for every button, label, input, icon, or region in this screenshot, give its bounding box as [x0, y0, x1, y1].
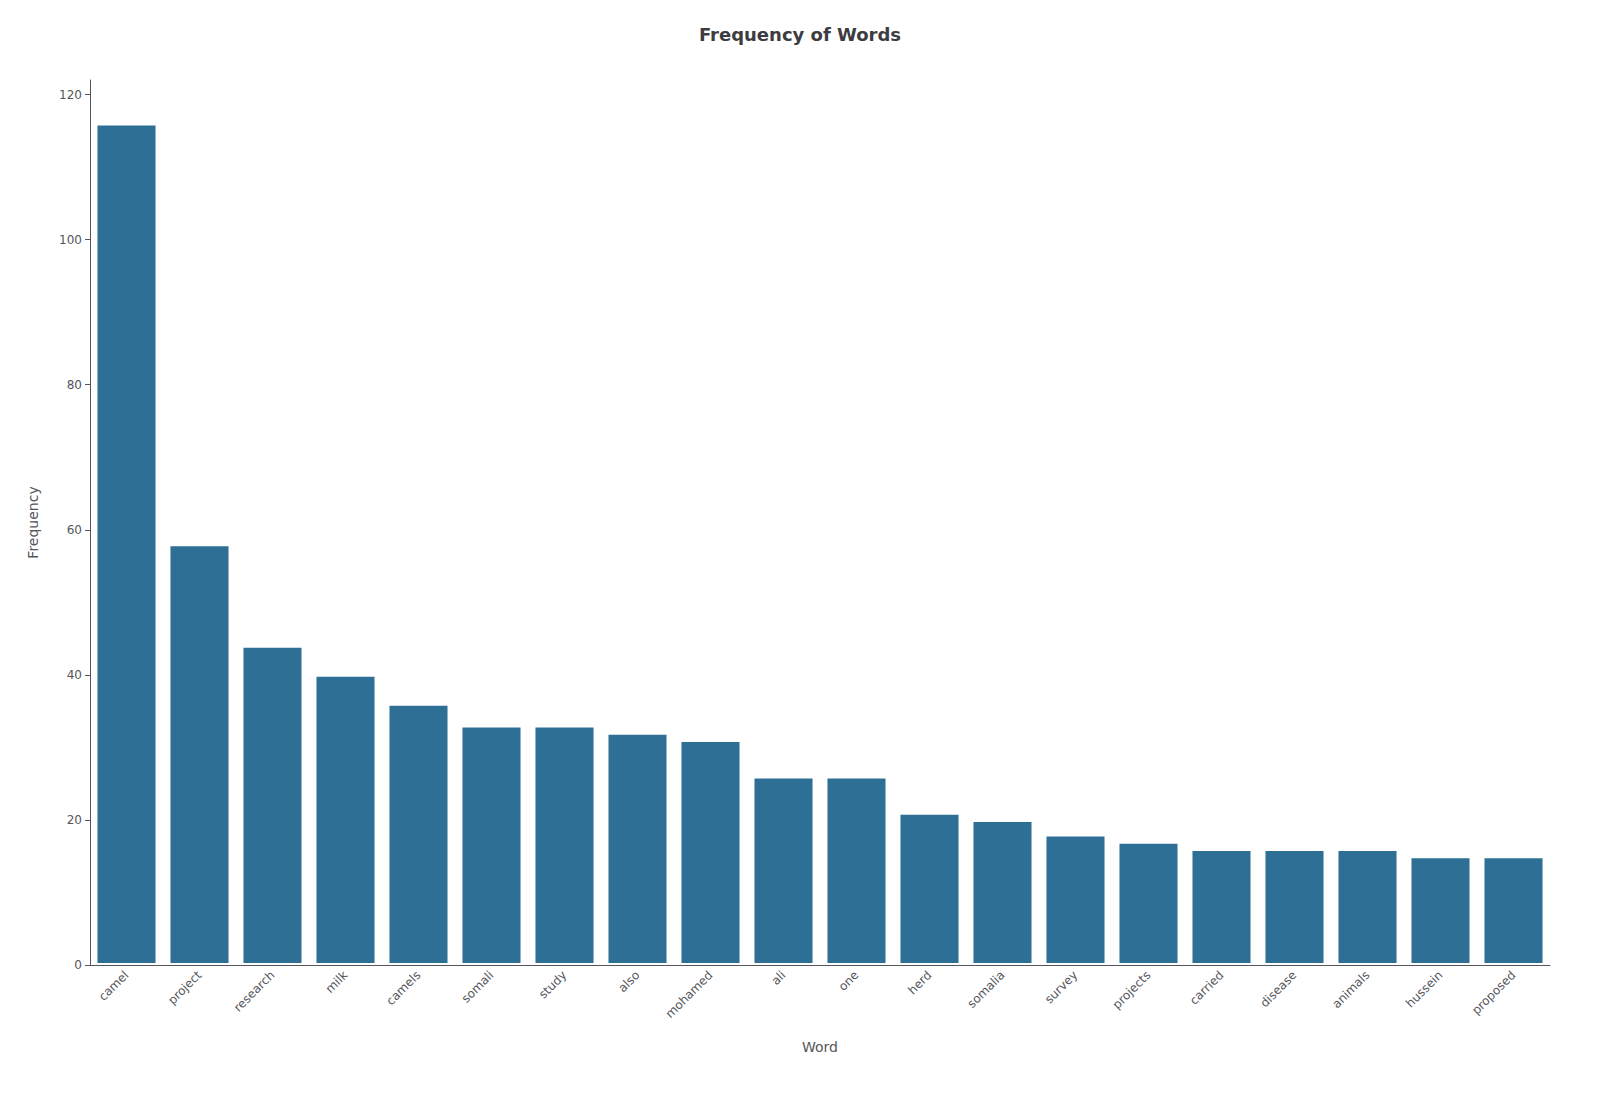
- svg-text:study: study: [536, 968, 569, 1001]
- svg-text:camels: camels: [383, 968, 423, 1008]
- svg-text:hussein: hussein: [1403, 968, 1445, 1010]
- svg-text:projects: projects: [1110, 968, 1154, 1012]
- svg-text:one: one: [836, 968, 862, 994]
- svg-text:milk: milk: [323, 968, 351, 996]
- svg-text:Frequency of Words: Frequency of Words: [699, 24, 901, 45]
- svg-text:survey: survey: [1042, 968, 1080, 1006]
- svg-text:20: 20: [67, 813, 82, 827]
- svg-text:ali: ali: [769, 968, 789, 988]
- svg-text:research: research: [231, 968, 278, 1015]
- svg-text:carried: carried: [1187, 968, 1227, 1008]
- svg-text:somali: somali: [459, 968, 497, 1006]
- svg-text:project: project: [165, 968, 205, 1008]
- svg-text:also: also: [615, 968, 642, 995]
- svg-text:100: 100: [59, 233, 82, 247]
- svg-text:80: 80: [67, 378, 82, 392]
- svg-text:Word: Word: [802, 1039, 838, 1055]
- svg-text:0: 0: [74, 958, 82, 972]
- svg-text:120: 120: [59, 88, 82, 102]
- svg-text:disease: disease: [1257, 968, 1299, 1010]
- svg-text:camel: camel: [96, 968, 132, 1004]
- svg-text:mohamed: mohamed: [663, 968, 716, 1021]
- svg-text:animals: animals: [1329, 968, 1372, 1011]
- svg-text:Frequency: Frequency: [25, 486, 41, 558]
- svg-text:40: 40: [67, 668, 82, 682]
- svg-text:60: 60: [67, 523, 82, 537]
- svg-text:herd: herd: [905, 968, 934, 997]
- svg-text:proposed: proposed: [1469, 968, 1518, 1017]
- svg-text:somalia: somalia: [965, 968, 1008, 1011]
